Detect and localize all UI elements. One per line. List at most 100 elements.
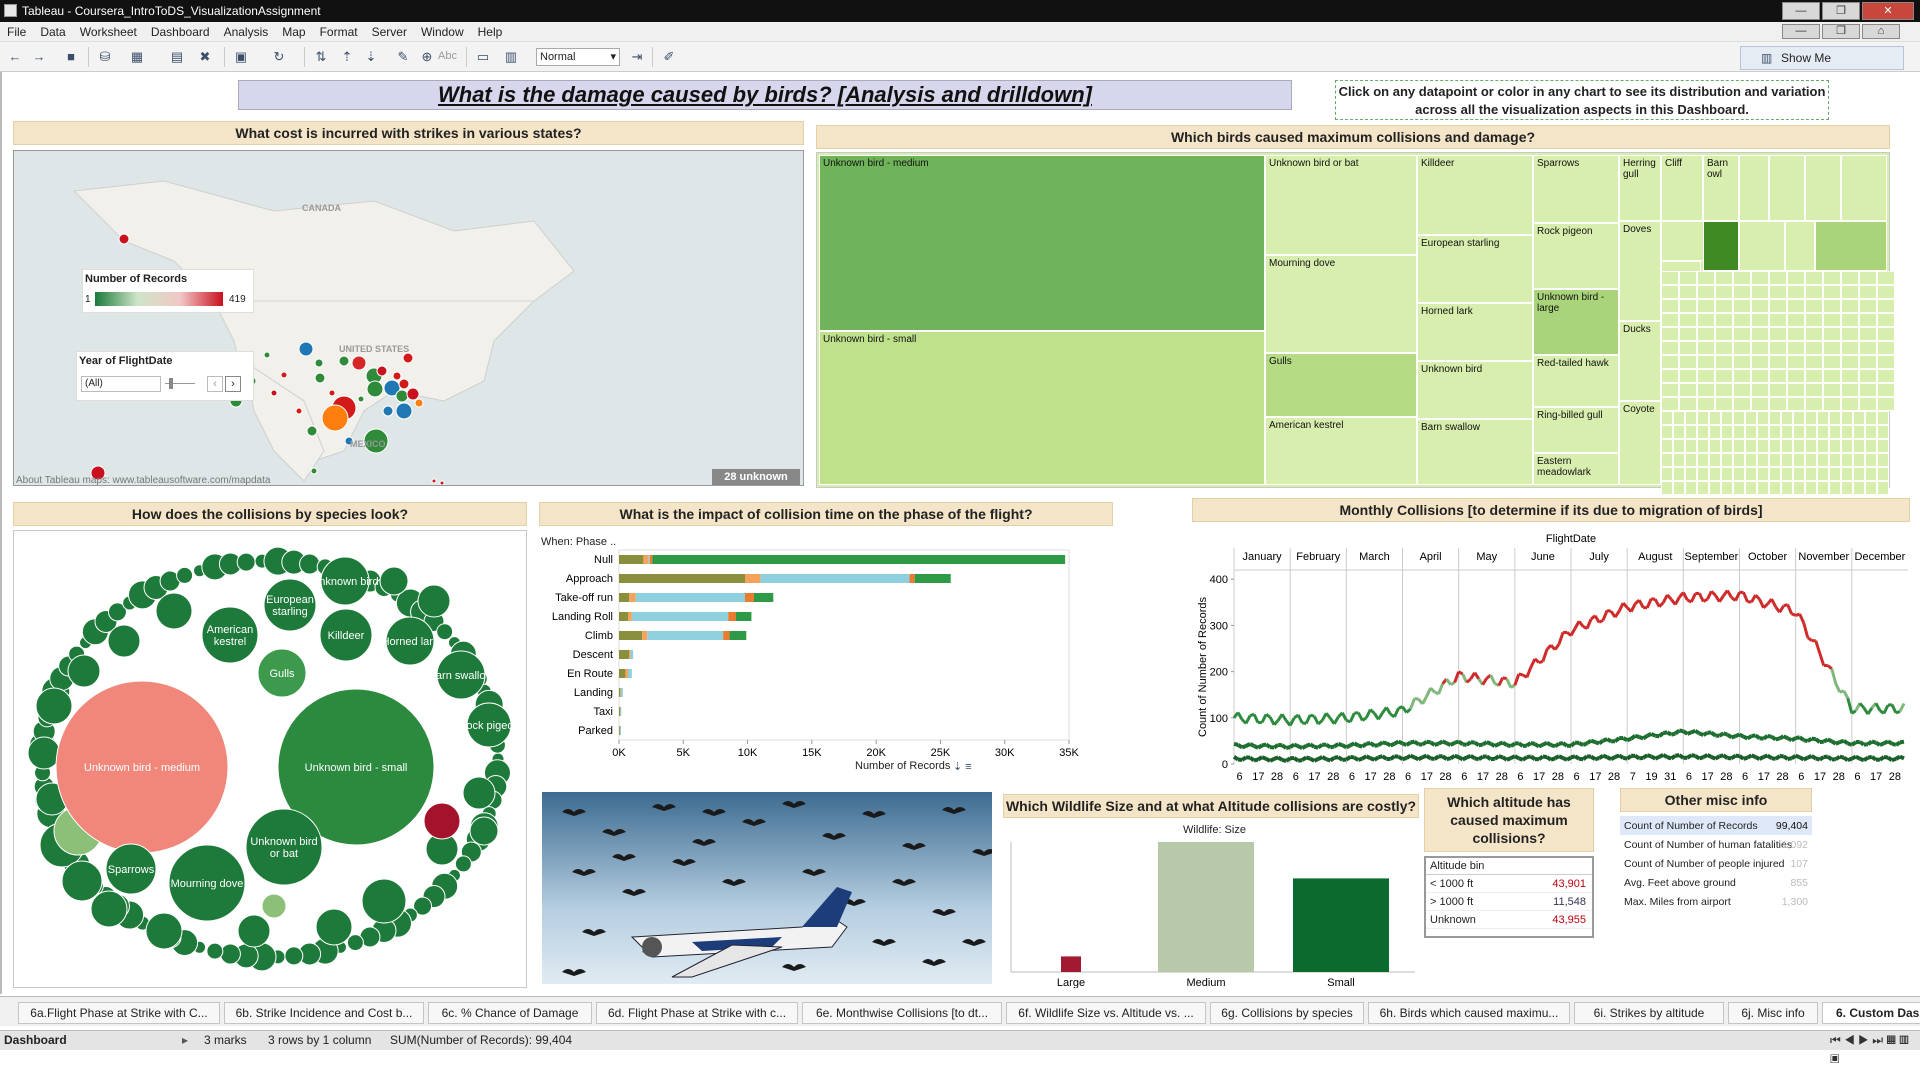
treemap-cell-small[interactable] — [1673, 481, 1685, 495]
monthly-series-line[interactable] — [1848, 698, 1852, 713]
monthly-series-line[interactable] — [1475, 742, 1479, 745]
treemap-cell-small[interactable] — [1769, 481, 1781, 495]
monthly-series-line[interactable] — [1868, 742, 1872, 745]
treemap-cell-small[interactable] — [1781, 439, 1793, 453]
monthly-series-line[interactable] — [1784, 736, 1788, 738]
monthly-series-line[interactable] — [1390, 744, 1394, 746]
treemap-cell-small[interactable] — [1829, 411, 1841, 425]
map-point[interactable] — [307, 426, 317, 436]
treemap-cell-small[interactable] — [1823, 355, 1841, 369]
treemap-cell-small[interactable] — [1679, 397, 1697, 411]
monthly-series-line[interactable] — [1346, 757, 1350, 760]
treemap-cell-small[interactable] — [1841, 439, 1853, 453]
monthly-series-line[interactable] — [1828, 739, 1832, 741]
monthly-series-line[interactable] — [1398, 757, 1402, 760]
monthly-series-line[interactable] — [1876, 703, 1880, 710]
monthly-series-line[interactable] — [1547, 743, 1551, 745]
monthly-series-line[interactable] — [1820, 757, 1824, 760]
treemap-cell-small[interactable] — [1685, 481, 1697, 495]
bubble-small[interactable] — [238, 915, 270, 947]
monthly-series-line[interactable] — [1792, 738, 1796, 740]
monthly-series-line[interactable] — [1407, 742, 1411, 745]
treemap-cell-small[interactable] — [1769, 383, 1787, 397]
pen-icon[interactable]: ✐ — [660, 48, 678, 66]
treemap-cell[interactable]: Unknown bird or bat — [1265, 155, 1417, 255]
treemap-cell-small[interactable] — [1685, 467, 1697, 481]
doc-minimize-icon[interactable]: — — [1782, 24, 1820, 39]
monthly-series-line[interactable] — [1330, 758, 1334, 761]
monthly-series-line[interactable] — [1334, 757, 1338, 758]
monthly-series-line[interactable] — [1354, 743, 1358, 745]
monthly-series-line[interactable] — [1655, 757, 1659, 759]
treemap-cell-small[interactable] — [1757, 453, 1769, 467]
monthly-series-line[interactable] — [1503, 743, 1507, 746]
treemap-cell-small[interactable] — [1805, 411, 1817, 425]
treemap-cell-small[interactable] — [1697, 467, 1709, 481]
monthly-series-line[interactable] — [1844, 741, 1848, 744]
treemap-cell[interactable]: Unknown bird - large — [1533, 289, 1619, 355]
treemap-cell-small[interactable] — [1877, 425, 1889, 439]
map-point[interactable] — [352, 356, 366, 370]
bubble-small[interactable] — [91, 891, 127, 927]
treemap-cell-small[interactable] — [1697, 327, 1715, 341]
monthly-series-line[interactable] — [1611, 757, 1615, 759]
treemap-cell-small[interactable] — [1805, 285, 1823, 299]
monthly-series-line[interactable] — [1266, 714, 1270, 717]
phase-bar-segment[interactable] — [621, 688, 623, 697]
monthly-series-line[interactable] — [1535, 744, 1539, 746]
monthly-series-line[interactable] — [1463, 757, 1467, 759]
duplicate-sheet-icon[interactable]: ▤ — [168, 48, 186, 66]
treemap-cell-small[interactable] — [1829, 425, 1841, 439]
monthly-series-line[interactable] — [1800, 737, 1804, 740]
monthly-series-line[interactable] — [1378, 713, 1382, 719]
treemap-cell-small[interactable] — [1733, 397, 1751, 411]
sheet-tab[interactable]: 6d. Flight Phase at Strike with c... — [596, 1002, 798, 1024]
treemap-cell-small[interactable] — [1841, 355, 1859, 369]
treemap-cell-small[interactable] — [1751, 369, 1769, 383]
treemap-cell-small[interactable] — [1685, 411, 1697, 425]
treemap-cell-small[interactable] — [1721, 439, 1733, 453]
treemap-cell-small[interactable] — [1823, 299, 1841, 313]
treemap-cell-small[interactable] — [1805, 355, 1823, 369]
treemap-cell-small[interactable] — [1841, 383, 1859, 397]
monthly-series-line[interactable] — [1535, 659, 1539, 663]
treemap-cell-small[interactable] — [1823, 285, 1841, 299]
treemap-cell-small[interactable] — [1721, 411, 1733, 425]
treemap-cell-small[interactable] — [1739, 221, 1785, 271]
sheet-tab[interactable]: 6. Custom Dashboa — [1822, 1002, 1920, 1024]
phase-bar-segment[interactable] — [619, 669, 625, 678]
treemap-cell-small[interactable] — [1709, 439, 1721, 453]
monthly-series-line[interactable] — [1447, 679, 1451, 685]
monthly-series-line[interactable] — [1788, 758, 1792, 759]
treemap-cell-small[interactable] — [1709, 453, 1721, 467]
monthly-series-line[interactable] — [1740, 734, 1744, 736]
monthly-series-line[interactable] — [1599, 741, 1603, 744]
sheet-tab[interactable]: 6f. Wildlife Size vs. Altitude vs. ... — [1006, 1002, 1206, 1024]
treemap-cell-small[interactable] — [1661, 481, 1673, 495]
monthly-series-line[interactable] — [1302, 757, 1306, 760]
treemap-cell-small[interactable] — [1793, 439, 1805, 453]
monthly-series-line[interactable] — [1419, 757, 1423, 759]
monthly-series-line[interactable] — [1631, 736, 1635, 739]
monthly-series-line[interactable] — [1495, 744, 1499, 746]
monthly-series-line[interactable] — [1772, 737, 1776, 740]
treemap-cell-small[interactable] — [1751, 285, 1769, 299]
phase-bar-segment[interactable] — [631, 650, 634, 659]
treemap-cell-small[interactable] — [1769, 327, 1787, 341]
monthly-series-line[interactable] — [1772, 758, 1776, 759]
treemap-cell-small[interactable] — [1823, 369, 1841, 383]
treemap-cell-small[interactable] — [1697, 341, 1715, 355]
monthly-series-line[interactable] — [1254, 760, 1258, 761]
monthly-series-line[interactable] — [1683, 731, 1687, 734]
monthly-series-line[interactable] — [1872, 742, 1876, 743]
treemap-cell-small[interactable] — [1733, 383, 1751, 397]
monthly-series-line[interactable] — [1784, 756, 1788, 759]
treemap-cell-small[interactable] — [1661, 439, 1673, 453]
monthly-series-line[interactable] — [1282, 745, 1286, 748]
year-slider-handle[interactable] — [169, 378, 173, 389]
treemap-cell[interactable]: Ring-billed gull — [1533, 407, 1619, 453]
